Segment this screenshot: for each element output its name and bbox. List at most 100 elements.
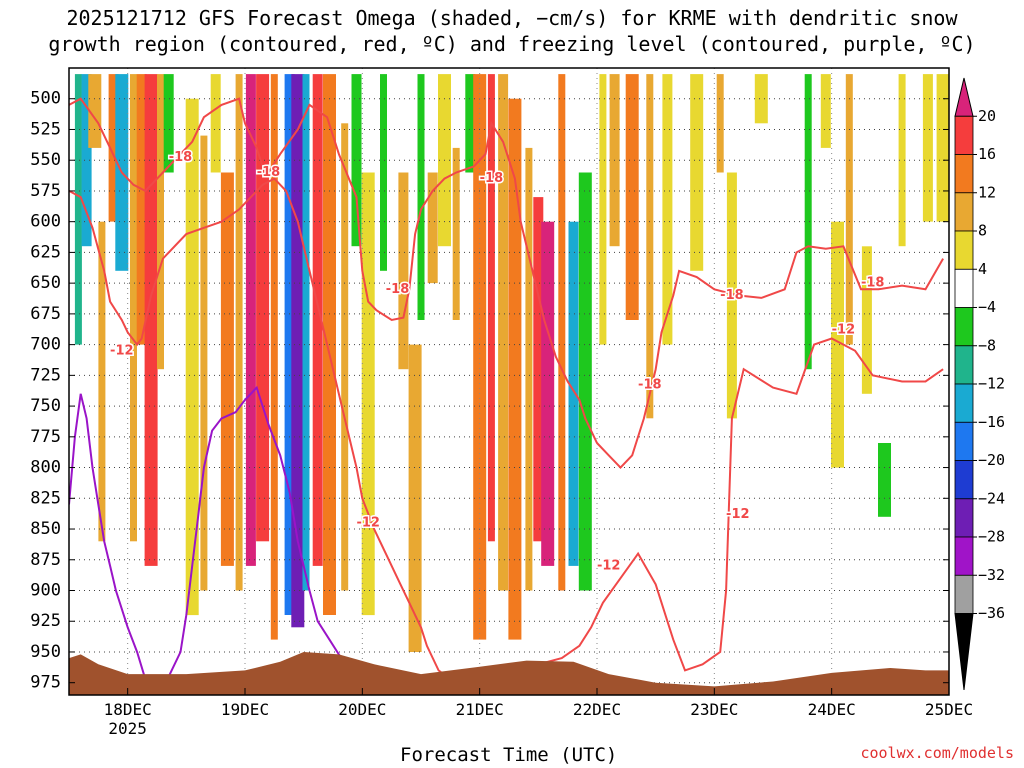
x-tick-label: 23DEC <box>690 700 738 719</box>
omega-column <box>341 123 349 591</box>
colorbar-label: −4 <box>978 298 996 316</box>
omega-column <box>878 443 891 517</box>
omega-column <box>398 172 409 370</box>
colorbar-segment <box>954 574 974 614</box>
omega-column <box>88 74 102 148</box>
omega-column <box>465 74 476 173</box>
colorbar-label: −20 <box>978 451 1005 469</box>
omega-column <box>804 74 812 370</box>
omega-column <box>81 74 92 247</box>
omega-column <box>487 74 495 542</box>
y-axis: 500 525 550 575 600 625 650 675 700 725 750 775 800 8… <box>30 89 949 693</box>
y-tick-label: 825 <box>30 488 61 508</box>
x-tick-label: 21DEC <box>456 700 504 719</box>
y-tick-label: 975 <box>30 673 61 693</box>
colorbar-segment <box>954 230 974 270</box>
omega-column <box>662 74 673 345</box>
contour-label: -12 <box>356 515 380 530</box>
omega-column <box>185 98 199 616</box>
omega-column <box>98 221 106 542</box>
contour-label: -18 <box>720 288 744 303</box>
y-tick-label: 850 <box>30 519 61 539</box>
omega-column <box>380 74 387 271</box>
contour-label: -18 <box>861 276 885 291</box>
colorbar-top-arrow <box>954 77 974 117</box>
plot-frame <box>68 67 950 696</box>
omega-column <box>245 74 256 566</box>
colorbar-segment <box>954 154 974 194</box>
omega-column <box>408 344 422 652</box>
colorbar-segment <box>954 383 974 423</box>
y-tick-label: 600 <box>30 212 61 232</box>
colorbar-segment <box>954 345 974 385</box>
contour-label: -18 <box>480 171 504 186</box>
contour-label: -18 <box>257 165 281 180</box>
omega-column <box>427 172 438 284</box>
colorbar-segment <box>954 268 974 308</box>
y-tick-label: 950 <box>30 642 61 662</box>
colorbar-label: 16 <box>978 145 996 163</box>
omega-column <box>361 172 375 616</box>
omega-column <box>568 221 579 566</box>
omega-column <box>716 74 724 173</box>
omega-column <box>210 74 221 173</box>
colorbar-segment <box>954 307 974 347</box>
dgz-contour-minus18 <box>69 97 944 470</box>
x-tick-label: 25DEC <box>925 700 973 719</box>
omega-column <box>646 74 654 419</box>
contour-label: -12 <box>597 558 621 573</box>
x-axis-title: Forecast Time (UTC) <box>400 744 618 766</box>
y-tick-label: 900 <box>30 581 61 601</box>
omega-column <box>144 74 158 566</box>
omega-column <box>845 74 853 345</box>
omega-column <box>898 74 906 247</box>
colorbar-label: 8 <box>978 222 987 240</box>
y-tick-label: 800 <box>30 458 61 478</box>
grid-lines <box>69 68 950 695</box>
omega-column <box>108 74 119 222</box>
x-tick-label: 22DEC <box>573 700 621 719</box>
colorbar-segment <box>954 460 974 500</box>
y-tick-label: 750 <box>30 396 61 416</box>
colorbar-label: −16 <box>978 413 1005 431</box>
colorbar-label: 4 <box>978 260 987 278</box>
omega-column <box>861 246 872 394</box>
omega-column <box>220 172 234 566</box>
colorbar: 20 16 12 8 4 −4 −8 −12 −16 −20 −24 −28 −32 −36 <box>954 77 1005 691</box>
contour-label: -18 <box>386 282 410 297</box>
omega-column <box>270 74 278 640</box>
omega-column <box>599 74 607 345</box>
omega-column <box>820 74 831 148</box>
contour-label: -18 <box>169 150 193 165</box>
x-tick-label: 24DEC <box>808 700 856 719</box>
colorbar-segment <box>954 498 974 538</box>
colorbar-label: −32 <box>978 566 1005 584</box>
chart-title-line1: 2025121712 GFS Forecast Omega (shaded, −… <box>66 6 958 30</box>
omega-column <box>302 74 310 591</box>
terrain-fill <box>69 652 949 695</box>
contour-label: -12 <box>726 507 750 522</box>
contour-label: -12 <box>110 343 134 358</box>
omega-column <box>163 74 174 173</box>
omega-column <box>136 74 147 345</box>
x-axis: 18DEC 19DEC 20DEC 21DEC 22DEC 23DEC 24DEC 25DEC… <box>104 688 973 738</box>
omega-column <box>417 74 425 320</box>
colorbar-label: −36 <box>978 604 1005 622</box>
y-tick-label: 575 <box>30 181 61 201</box>
colorbar-label: −12 <box>978 375 1005 393</box>
y-tick-label: 500 <box>30 89 61 109</box>
y-tick-label: 725 <box>30 365 61 385</box>
omega-column <box>754 74 768 124</box>
omega-column <box>922 74 933 222</box>
y-tick-label: 650 <box>30 273 61 293</box>
omega-column <box>533 197 544 542</box>
omega-column <box>351 74 362 247</box>
omega-column <box>625 74 639 320</box>
omega-column <box>312 74 323 566</box>
y-tick-label: 700 <box>30 335 61 355</box>
colorbar-label: −8 <box>978 336 996 354</box>
y-tick-label: 925 <box>30 611 61 631</box>
colorbar-label: −28 <box>978 528 1005 546</box>
omega-column <box>541 221 555 566</box>
